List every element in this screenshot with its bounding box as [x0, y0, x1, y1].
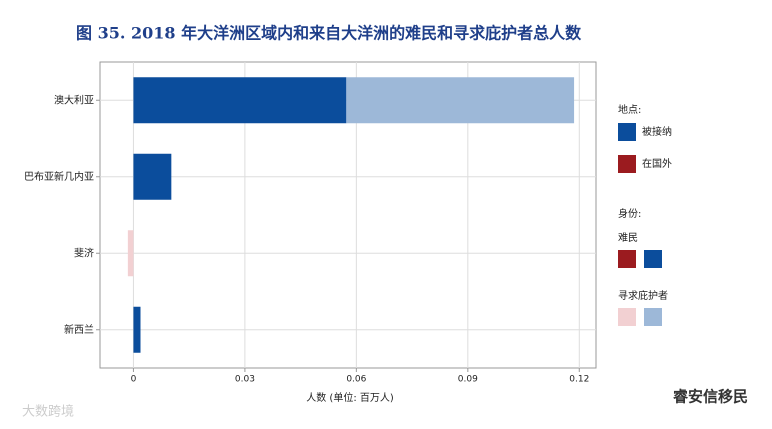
legend-label: 被接纳 [642, 125, 672, 138]
watermark: 睿安信移民 [673, 388, 748, 406]
legend-label: 难民 [618, 232, 638, 244]
bar [133, 77, 347, 124]
legend-title: 身份: [618, 207, 641, 220]
bar [346, 77, 575, 124]
legend-swatch [644, 308, 662, 326]
y-tick-label: 新西兰 [64, 323, 94, 336]
legend-swatch [618, 308, 636, 326]
legend-swatch [618, 123, 636, 141]
legend-title: 地点: [618, 103, 641, 116]
x-tick-label: 0 [131, 375, 137, 385]
bar [133, 306, 141, 353]
y-tick-label: 斐济 [74, 246, 94, 259]
x-tick-label: 0.09 [458, 375, 478, 385]
watermark: 大数跨境 [22, 405, 74, 420]
bar [127, 230, 134, 277]
legend-swatch [618, 155, 636, 173]
x-tick-label: 0.03 [235, 375, 255, 385]
chart-title: 图 35. 2018 年大洋洲区域内和来自大洋洲的难民和寻求庇护者总人数 [76, 24, 582, 43]
y-tick-label: 巴布亚新几内亚 [24, 170, 94, 183]
x-axis-label: 人数 (单位: 百万人) [306, 391, 394, 404]
plot-frame [99, 61, 597, 369]
legend-swatch [618, 250, 636, 268]
bar [133, 153, 172, 200]
legend-label: 寻求庇护者 [618, 289, 668, 302]
legend-swatch [644, 250, 662, 268]
x-tick-label: 0.06 [346, 375, 366, 385]
y-tick-label: 澳大利亚 [54, 93, 94, 106]
legend-label: 在国外 [642, 158, 672, 170]
x-tick-label: 0.12 [569, 375, 589, 385]
